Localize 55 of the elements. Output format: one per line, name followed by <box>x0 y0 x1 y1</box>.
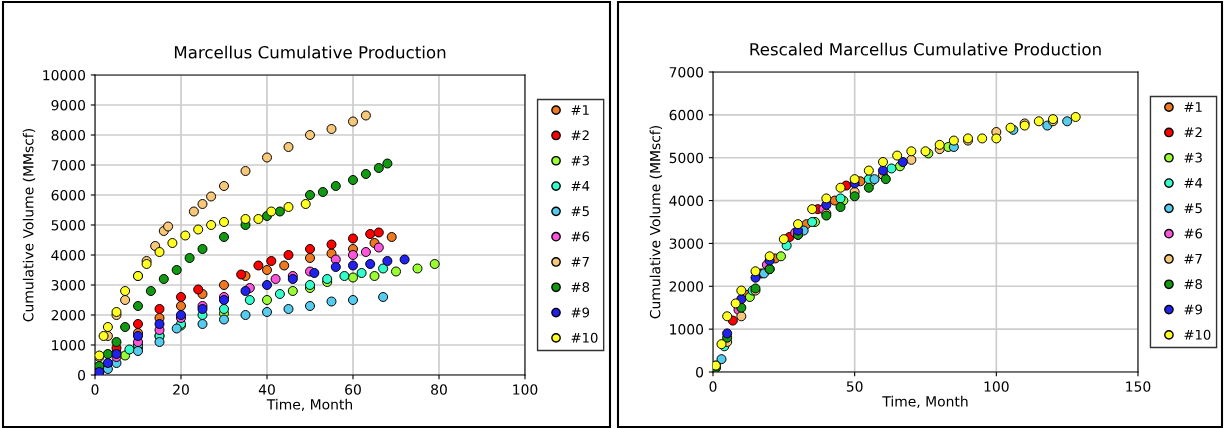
y-tick-label: 2000 <box>51 309 86 321</box>
y-tick-label: 5000 <box>669 152 704 164</box>
legend-label: #8 <box>571 282 590 293</box>
y-tick-label: 3000 <box>51 279 86 291</box>
x-tick-label: 0 <box>91 384 99 395</box>
x-axis-title: Time, Month <box>266 398 352 412</box>
y-tick-label: 9000 <box>51 99 86 111</box>
x-tick-label: 40 <box>258 384 275 395</box>
y-tick-label: 7000 <box>51 159 86 171</box>
legend-label: #8 <box>1184 279 1202 290</box>
legend-label: #2 <box>571 130 589 141</box>
legend-label: #9 <box>1184 304 1202 315</box>
legend-label: #6 <box>571 231 590 242</box>
x-tick-label: 0 <box>709 381 717 392</box>
legend-label: #6 <box>1184 228 1203 239</box>
chart-title: Rescaled Marcellus Cumulative Production <box>750 42 1101 56</box>
x-tick-label: 150 <box>1126 381 1151 392</box>
x-tick-label: 20 <box>173 384 189 395</box>
y-tick-label: 0 <box>78 369 86 381</box>
y-tick-label: 3000 <box>669 238 704 249</box>
y-tick-label: 6000 <box>669 109 704 121</box>
x-tick-label: 80 <box>431 384 447 395</box>
legend-label: #1 <box>1184 102 1202 112</box>
legend-label: #10 <box>571 332 598 343</box>
x-tick-label: 100 <box>984 381 1009 392</box>
y-tick-label: 1000 <box>670 324 704 335</box>
y-tick-label: 0 <box>696 366 704 378</box>
y-tick-label: 10000 <box>43 69 86 81</box>
y-tick-label: 7000 <box>669 66 704 78</box>
legend-label: #3 <box>1184 152 1202 163</box>
legend-label: #5 <box>571 206 589 217</box>
x-tick-label: 100 <box>513 384 538 395</box>
y-axis-title: Cumulative Volume (MMscf) <box>22 129 36 322</box>
legend-label: #2 <box>1184 127 1202 138</box>
legend-label: #5 <box>1184 203 1202 214</box>
x-tick-label: 50 <box>846 381 863 392</box>
y-tick-label: 4000 <box>669 195 704 207</box>
y-tick-label: 6000 <box>51 189 86 201</box>
x-axis-title: Time, Month <box>882 395 968 409</box>
y-tick-label: 2000 <box>669 281 704 292</box>
y-axis-title: Cumulative Volume (MMscf) <box>649 126 663 319</box>
y-tick-label: 8000 <box>51 129 86 141</box>
legend-label: #1 <box>571 105 589 115</box>
y-tick-label: 5000 <box>51 219 86 231</box>
x-tick-label: 60 <box>345 384 361 395</box>
y-tick-label: 1000 <box>52 339 86 351</box>
y-tick-label: 4000 <box>51 249 86 261</box>
legend-label: #4 <box>1184 178 1203 188</box>
legend-label: #4 <box>571 181 590 191</box>
legend-label: #9 <box>571 307 590 318</box>
legend-label: #7 <box>1184 253 1202 264</box>
legend-label: #3 <box>571 155 589 166</box>
legend-label: #7 <box>571 256 589 267</box>
legend-label: #10 <box>1184 329 1211 340</box>
chart-title: Marcellus Cumulative Production <box>174 45 446 59</box>
